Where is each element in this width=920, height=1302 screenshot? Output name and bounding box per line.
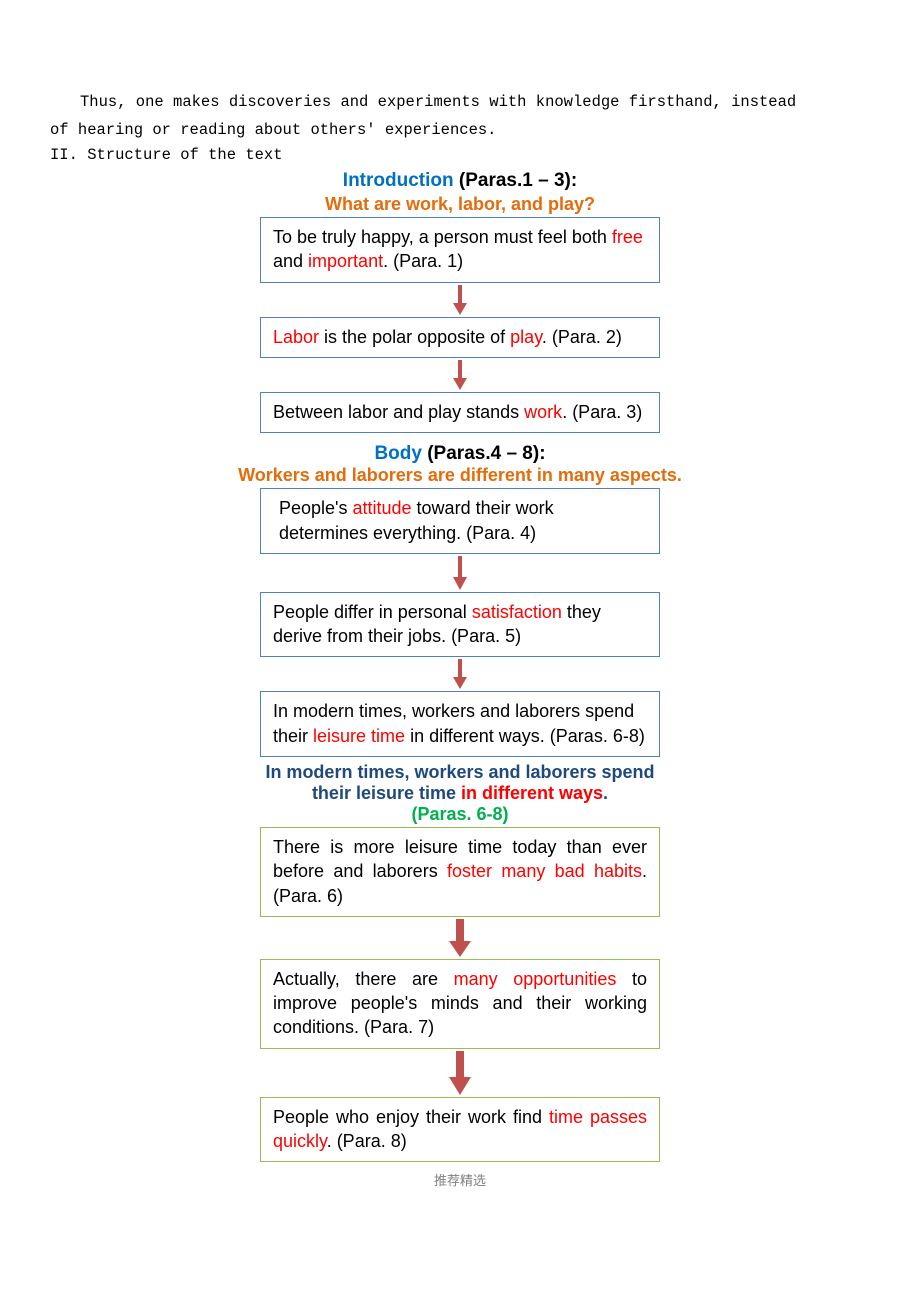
highlight: leisure time — [313, 726, 405, 746]
highlight: important — [308, 251, 383, 271]
section2-box-2: People differ in personal satisfaction t… — [260, 592, 660, 658]
intro-paragraph-line1: Thus, one makes discoveries and experime… — [50, 90, 870, 114]
section1-box-2: Labor is the polar opposite of play. (Pa… — [260, 317, 660, 358]
section2-subtitle: Workers and laborers are different in ma… — [238, 465, 682, 486]
text: People who enjoy their work find — [273, 1107, 549, 1127]
highlight: work — [524, 402, 562, 422]
text: People differ in personal — [273, 602, 472, 622]
section1-box-3: Between labor and play stands work. (Par… — [260, 392, 660, 433]
section2-box-1: People's attitude toward their work dete… — [260, 488, 660, 554]
section1-title-black: (Paras.1 – 3): — [454, 170, 578, 191]
arrow-down-icon — [449, 554, 471, 592]
text: Actually, there are — [273, 969, 454, 989]
arrow-down-icon — [449, 283, 471, 317]
section1-box-1: To be truly happy, a person must feel bo… — [260, 217, 660, 283]
highlight: foster many bad habits — [447, 861, 642, 881]
section2-title: Body (Paras.4 – 8): — [374, 443, 545, 465]
arrow-down-icon — [449, 657, 471, 691]
arrow-down-icon — [446, 1049, 474, 1097]
text: (Paras. 6-8) — [411, 804, 508, 824]
text: is the polar opposite of — [319, 327, 510, 347]
intro-paragraph-line2: of hearing or reading about others' expe… — [50, 118, 870, 142]
text: . (Para. 1) — [383, 251, 463, 271]
text: in different ways. (Paras. 6-8) — [405, 726, 645, 746]
section2-subtitle-text: Workers and laborers are different in ma… — [238, 465, 682, 485]
section2-box-3: In modern times, workers and laborers sp… — [260, 691, 660, 757]
highlight: in different ways — [461, 783, 603, 803]
text: Between labor and play stands — [273, 402, 524, 422]
highlight: many opportunities — [454, 969, 617, 989]
flowchart-container: Introduction (Paras.1 – 3): What are wor… — [50, 170, 870, 1162]
text: their leisure time — [312, 783, 461, 803]
section3-line2: their leisure time in different ways. — [312, 783, 608, 804]
section3-box-2: Actually, there are many opportunities t… — [260, 959, 660, 1049]
section2-title-black: (Paras.4 – 8): — [422, 443, 546, 464]
section3-box-1: There is more leisure time today than ev… — [260, 827, 660, 917]
arrow-down-icon — [446, 917, 474, 959]
highlight: satisfaction — [472, 602, 562, 622]
section3-line1: In modern times, workers and laborers sp… — [265, 762, 654, 783]
text: People's — [279, 498, 353, 518]
section1-title-blue: Introduction — [343, 170, 454, 191]
page-footer: 推荐精选 — [50, 1170, 870, 1189]
section1-title: Introduction (Paras.1 – 3): — [343, 170, 577, 192]
text: . (Para. 8) — [327, 1131, 407, 1151]
highlight: Labor — [273, 327, 319, 347]
section3-line3: (Paras. 6-8) — [411, 804, 508, 825]
section2-title-blue: Body — [374, 443, 422, 464]
text: . (Para. 3) — [562, 402, 642, 422]
section3-box-3: People who enjoy their work find time pa… — [260, 1097, 660, 1163]
structure-heading: II. Structure of the text — [50, 146, 870, 164]
arrow-down-icon — [449, 358, 471, 392]
highlight: free — [612, 227, 643, 247]
text: and — [273, 251, 308, 271]
section1-subtitle: What are work, labor, and play? — [325, 194, 595, 215]
text: . (Para. 2) — [542, 327, 622, 347]
highlight: attitude — [353, 498, 412, 518]
text: . — [603, 783, 608, 803]
highlight: play — [510, 327, 542, 347]
text: To be truly happy, a person must feel bo… — [273, 227, 612, 247]
section1-subtitle-text: What are work, labor, and play? — [325, 194, 595, 214]
text: In modern times, workers and laborers sp… — [265, 762, 654, 782]
